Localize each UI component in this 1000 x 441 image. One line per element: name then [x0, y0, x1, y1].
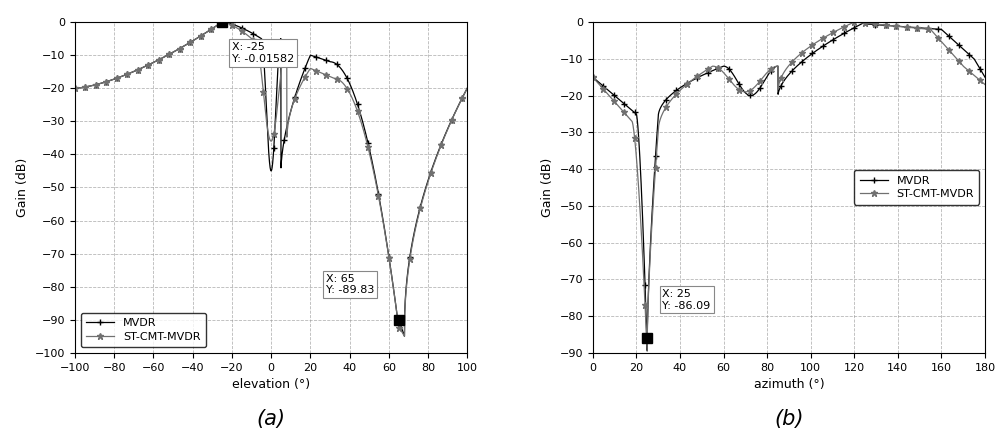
MVDR [398, 333, 410, 339]
MVDR [454, 100, 466, 105]
MVDR [137, 65, 149, 70]
Legend: MVDR, ST-CMT-MVDR: MVDR, ST-CMT-MVDR [854, 170, 979, 205]
Line: ST-CMT-MVDR: ST-CMT-MVDR [589, 19, 988, 355]
ST-CMT-MVDR [461, 86, 473, 91]
X-axis label: elevation (°): elevation (°) [232, 378, 310, 391]
MVDR [216, 19, 228, 25]
ST-CMT-MVDR [412, 217, 424, 222]
MVDR [929, 26, 941, 32]
Text: X: 65
Y: -89.83: X: 65 Y: -89.83 [326, 274, 374, 295]
Legend: MVDR, ST-CMT-MVDR: MVDR, ST-CMT-MVDR [81, 313, 206, 347]
MVDR [237, 26, 249, 31]
MVDR [972, 62, 984, 67]
ST-CMT-MVDR [220, 20, 232, 25]
MVDR [114, 75, 126, 80]
ST-CMT-MVDR [137, 65, 149, 70]
MVDR [69, 86, 81, 91]
ST-CMT-MVDR [398, 333, 410, 339]
MVDR [859, 19, 871, 25]
ST-CMT-MVDR [454, 101, 466, 106]
ST-CMT-MVDR [979, 82, 991, 87]
MVDR [412, 215, 424, 220]
MVDR [655, 105, 667, 110]
ST-CMT-MVDR [754, 78, 766, 83]
Line: ST-CMT-MVDR: ST-CMT-MVDR [72, 19, 471, 340]
MVDR [754, 85, 766, 90]
Y-axis label: Gain (dB): Gain (dB) [541, 158, 554, 217]
MVDR [587, 75, 599, 80]
MVDR [737, 88, 749, 93]
Text: X: -25
Y: -0.01582: X: -25 Y: -0.01582 [232, 42, 294, 64]
ST-CMT-MVDR [631, 169, 643, 174]
Text: (b): (b) [774, 409, 804, 429]
ST-CMT-MVDR [69, 86, 81, 91]
MVDR [641, 348, 653, 353]
ST-CMT-MVDR [114, 75, 126, 80]
MVDR [220, 20, 232, 25]
Y-axis label: Gain (dB): Gain (dB) [16, 158, 29, 217]
ST-CMT-MVDR [972, 75, 984, 81]
ST-CMT-MVDR [641, 348, 653, 354]
Text: (a): (a) [257, 409, 286, 429]
ST-CMT-MVDR [237, 29, 249, 34]
Line: MVDR: MVDR [72, 19, 471, 340]
ST-CMT-MVDR [929, 32, 941, 37]
ST-CMT-MVDR [216, 19, 228, 25]
MVDR [461, 86, 473, 91]
Line: MVDR: MVDR [589, 19, 988, 354]
MVDR [631, 120, 643, 125]
ST-CMT-MVDR [587, 75, 599, 80]
ST-CMT-MVDR [848, 19, 860, 25]
Text: X: 25
Y: -86.09: X: 25 Y: -86.09 [662, 289, 711, 311]
ST-CMT-MVDR [737, 89, 749, 94]
ST-CMT-MVDR [655, 115, 667, 120]
X-axis label: azimuth (°): azimuth (°) [754, 378, 824, 391]
MVDR [979, 75, 991, 80]
